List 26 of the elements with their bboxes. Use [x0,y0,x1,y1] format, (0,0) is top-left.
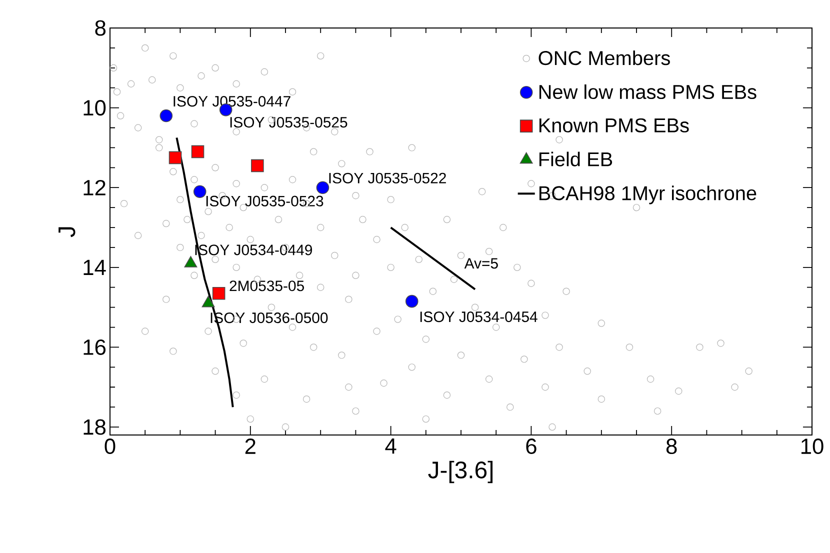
x-tick-label: 8 [666,438,677,454]
legend-label: Field EB [539,152,612,166]
y-axis-title: J [58,227,76,238]
annotation: ISOY J0535-0522 [329,172,446,184]
annotation: ISOY J0535-0447 [174,96,290,107]
x-tick-label: 4 [385,438,396,454]
annotation: ISOY J0534-0454 [420,312,538,322]
y-tick-label: 8 [95,20,106,36]
x-tick-label: 0 [104,438,116,454]
x-tick-label: 6 [526,438,536,454]
annotation: Av=5 [464,258,498,269]
y-tick-label: 18 [84,419,106,435]
annotation: ISOY J0535-0525 [230,116,348,128]
y-tick-label: 14 [84,260,106,275]
x-axis-title: J-[3.6] [428,460,493,484]
x-tick-label: 10 [801,438,824,454]
legend-label: Known PMS EBs [539,118,689,132]
annotation: ISOY J0535-0523 [206,196,324,206]
legend-label: BCAH98 1Myr isochrone [539,186,756,204]
y-tick-label: 16 [84,339,106,355]
y-tick-label: 10 [84,100,106,116]
y-tick-label: 12 [84,180,106,196]
legend-label: New low mass PMS EBs [539,84,756,100]
annotation: 2M0535-05 [230,280,304,292]
legend-label: ONC Members [538,50,670,66]
x-tick-label: 2 [245,438,256,454]
